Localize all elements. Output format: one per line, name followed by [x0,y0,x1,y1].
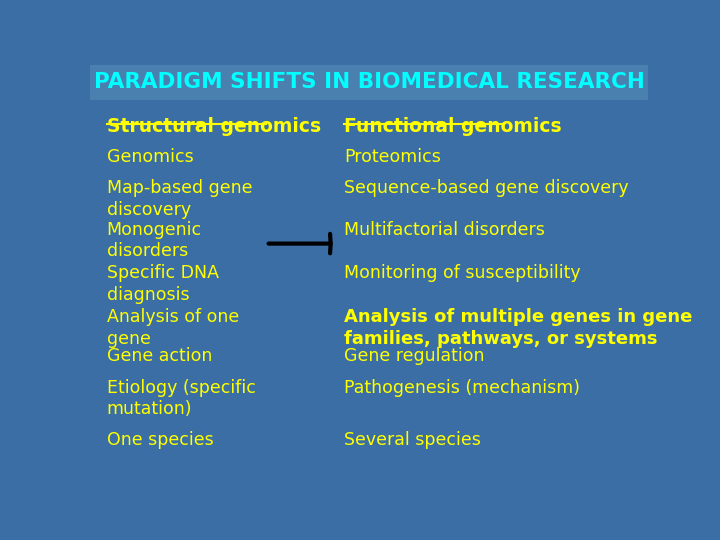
Text: Pathogenesis (mechanism): Pathogenesis (mechanism) [344,379,580,397]
Text: Monogenic
disorders: Monogenic disorders [107,221,202,260]
Text: Monitoring of susceptibility: Monitoring of susceptibility [344,265,580,282]
Text: Analysis of multiple genes in gene
families, pathways, or systems: Analysis of multiple genes in gene famil… [344,308,692,348]
Text: Etiology (specific
mutation): Etiology (specific mutation) [107,379,256,418]
Text: PARADIGM SHIFTS IN BIOMEDICAL RESEARCH: PARADIGM SHIFTS IN BIOMEDICAL RESEARCH [94,72,644,92]
Text: Sequence-based gene discovery: Sequence-based gene discovery [344,179,629,197]
Text: Functional genomics: Functional genomics [344,117,562,136]
Text: Specific DNA
diagnosis: Specific DNA diagnosis [107,265,219,304]
Text: Gene regulation: Gene regulation [344,347,485,364]
Text: Gene action: Gene action [107,347,212,364]
Text: Several species: Several species [344,431,481,449]
Text: Map-based gene
discovery: Map-based gene discovery [107,179,252,219]
Text: Proteomics: Proteomics [344,148,441,166]
Text: Structural genomics: Structural genomics [107,117,321,136]
Text: One species: One species [107,431,214,449]
Text: Analysis of one
gene: Analysis of one gene [107,308,239,348]
FancyBboxPatch shape [90,65,648,100]
Text: Genomics: Genomics [107,148,194,166]
Text: Multifactorial disorders: Multifactorial disorders [344,221,545,239]
